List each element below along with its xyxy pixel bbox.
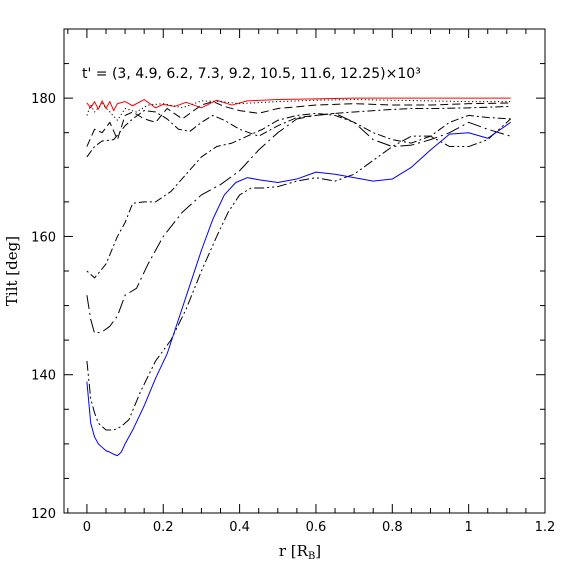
- x-tick-label: 0.2: [153, 520, 174, 535]
- series-line-3: [86, 101, 511, 147]
- x-axis-label-subscript: B: [308, 551, 315, 562]
- series-line-4: [86, 105, 511, 158]
- series-line-1: [86, 97, 511, 112]
- chart-annotation: t' = (3, 4.9, 6.2, 7.3, 9.2, 10.5, 11.6,…: [82, 66, 421, 82]
- axis-ticks: 0 0.2 0.4 0.6 0.8 1 1.2 120 140 160 180: [31, 28, 556, 535]
- series-line-2: [86, 99, 511, 121]
- series-line-8: [86, 121, 511, 457]
- x-tick-label: 1: [465, 520, 473, 535]
- y-tick-label: 120: [31, 507, 56, 522]
- x-tick-label: 0.4: [229, 520, 250, 535]
- x-axis-label: r [RB]: [279, 542, 321, 562]
- x-tick-label: 0.6: [306, 520, 327, 535]
- series-layer: [86, 97, 511, 457]
- y-tick-label: 140: [31, 369, 56, 384]
- x-tick-label: 0: [83, 520, 91, 535]
- series-line-7: [86, 118, 511, 431]
- y-axis-label: Tilt [deg]: [3, 236, 21, 306]
- y-tick-label: 180: [31, 92, 56, 107]
- x-tick-label: 1.2: [535, 520, 556, 535]
- x-axis-label-main: r [R: [279, 542, 309, 560]
- x-tick-label: 0.8: [382, 520, 403, 535]
- series-line-5: [86, 112, 511, 279]
- series-line-6: [86, 112, 511, 334]
- x-axis-label-close: ]: [315, 542, 321, 560]
- y-tick-label: 160: [31, 230, 56, 245]
